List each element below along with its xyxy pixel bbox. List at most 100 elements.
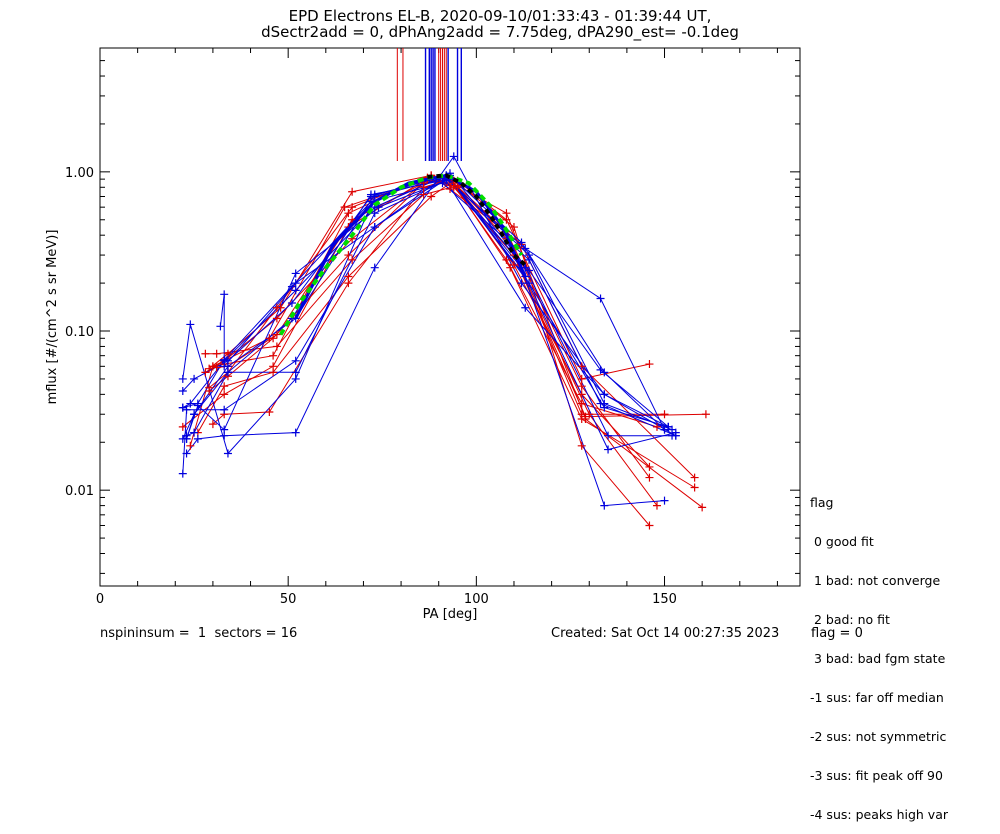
y-tick-label: 0.01	[65, 484, 94, 499]
blue-series-point	[220, 405, 229, 414]
blue-series-point	[366, 190, 375, 199]
blue-series-point	[182, 431, 191, 440]
red-series-point	[272, 342, 281, 351]
red-series-point	[220, 382, 229, 391]
blue-series-point	[596, 294, 605, 303]
red-series-point	[201, 368, 210, 377]
red-series-point	[348, 215, 357, 224]
blue-series-point	[600, 390, 609, 399]
red-series-point	[446, 185, 454, 194]
blue-series-line	[186, 178, 676, 451]
blue-series-point	[186, 320, 195, 329]
blue-series-point	[220, 356, 229, 365]
red-series-point	[348, 255, 357, 264]
red-series-point	[340, 203, 349, 212]
red-series-point	[581, 412, 590, 421]
blue-series-point	[291, 368, 300, 377]
legend-item: -2 sus: not symmetric	[810, 729, 947, 744]
x-tick-label: 100	[464, 592, 489, 607]
blue-series-line	[182, 180, 669, 440]
blue-series-point	[604, 431, 613, 440]
blue-series-point	[291, 269, 300, 278]
legend-title: flag	[810, 495, 834, 510]
blue-series-point	[291, 428, 300, 437]
red-series-line	[205, 176, 650, 468]
flag-legend: flag 0 good fit 1 bad: not converge 2 ba…	[810, 470, 948, 834]
plot-frame	[99, 47, 801, 587]
blue-series-line	[182, 174, 665, 507]
red-series-point	[645, 473, 654, 482]
red-series-point	[577, 374, 586, 383]
blue-series-point	[220, 290, 229, 299]
blue-series-point	[190, 410, 199, 419]
footer-created: Created: Sat Oct 14 00:27:35 2023	[551, 626, 780, 641]
red-series-point	[186, 441, 195, 450]
red-series-point	[269, 368, 278, 377]
blue-series-point	[223, 368, 232, 377]
red-series-point	[427, 192, 436, 201]
red-series-point	[652, 422, 661, 431]
blue-series-point	[223, 449, 232, 458]
red-series-point	[220, 390, 229, 399]
red-series-point	[344, 279, 353, 288]
blue-series-point	[521, 303, 530, 312]
red-series-point	[645, 521, 654, 530]
red-series-point	[502, 215, 511, 224]
blue-series-line	[186, 178, 669, 437]
red-series-point	[265, 407, 274, 416]
blue-series-point	[370, 263, 379, 272]
red-series-point	[212, 363, 221, 372]
blue-series-line	[219, 178, 665, 430]
legend-item: -1 sus: far off median	[810, 690, 944, 705]
red-series-point	[272, 303, 281, 312]
red-series-point	[449, 181, 458, 190]
blue-series-point	[193, 434, 202, 443]
red-series-point	[645, 360, 654, 369]
red-series-point	[509, 223, 518, 232]
red-series-line	[216, 178, 706, 418]
y-axis-label: mflux [#/(cm^2 s sr MeV)]	[45, 230, 60, 405]
red-series-point	[645, 462, 654, 471]
blue-series-point	[600, 368, 609, 377]
legend-item: 3 bad: bad fgm state	[810, 651, 946, 666]
red-series-point	[208, 420, 217, 429]
red-series-point	[223, 349, 232, 358]
legend-item: 1 bad: not converge	[810, 573, 941, 588]
blue-series-point	[186, 399, 195, 408]
red-series-point	[208, 362, 217, 371]
legend-item: -3 sus: fit peak off 90	[810, 768, 943, 783]
blue-series-line	[182, 174, 672, 437]
black-fit-curve	[427, 173, 527, 267]
red-series-point	[502, 255, 511, 264]
blue-series-point	[178, 403, 187, 412]
red-series-point	[344, 251, 353, 260]
red-series-line	[197, 180, 650, 526]
blue-series-point	[190, 374, 199, 383]
red-series-point	[272, 330, 281, 339]
blue-series-point	[287, 298, 296, 307]
blue-series-point	[596, 399, 605, 408]
legend-item: 2 bad: no fit	[810, 612, 890, 627]
x-tick-label: 0	[96, 592, 104, 607]
blue-series-point	[668, 431, 677, 440]
red-series-point	[577, 390, 586, 399]
red-series-point	[344, 209, 353, 218]
chart-plot: 0 50 100 150 0.01 0.10 1.00 PA [deg] mflux [#/…	[45, 47, 801, 622]
footer-spin-info: nspininsum = 1 sectors = 16	[100, 626, 298, 641]
red-series-line	[208, 177, 650, 389]
chart-subtitle: dSectr2add = 0, dPhAng2add = 7.75deg, dP…	[261, 23, 739, 41]
y-tick-label: 0.10	[65, 325, 94, 340]
red-series-point	[272, 314, 281, 323]
blue-series-point	[525, 279, 534, 288]
blue-series-point	[600, 403, 609, 412]
blue-series-point	[660, 496, 669, 505]
x-tick-label: 150	[652, 592, 677, 607]
red-series-point	[577, 362, 586, 371]
red-series-point	[690, 483, 699, 492]
red-series-point	[701, 410, 710, 419]
chart-title: EPD Electrons EL-B, 2020-09-10/01:33:43 …	[288, 7, 712, 25]
red-series-point	[577, 399, 586, 408]
red-series-point	[698, 503, 707, 512]
red-series-point	[577, 441, 586, 450]
blue-series-point	[178, 469, 187, 478]
